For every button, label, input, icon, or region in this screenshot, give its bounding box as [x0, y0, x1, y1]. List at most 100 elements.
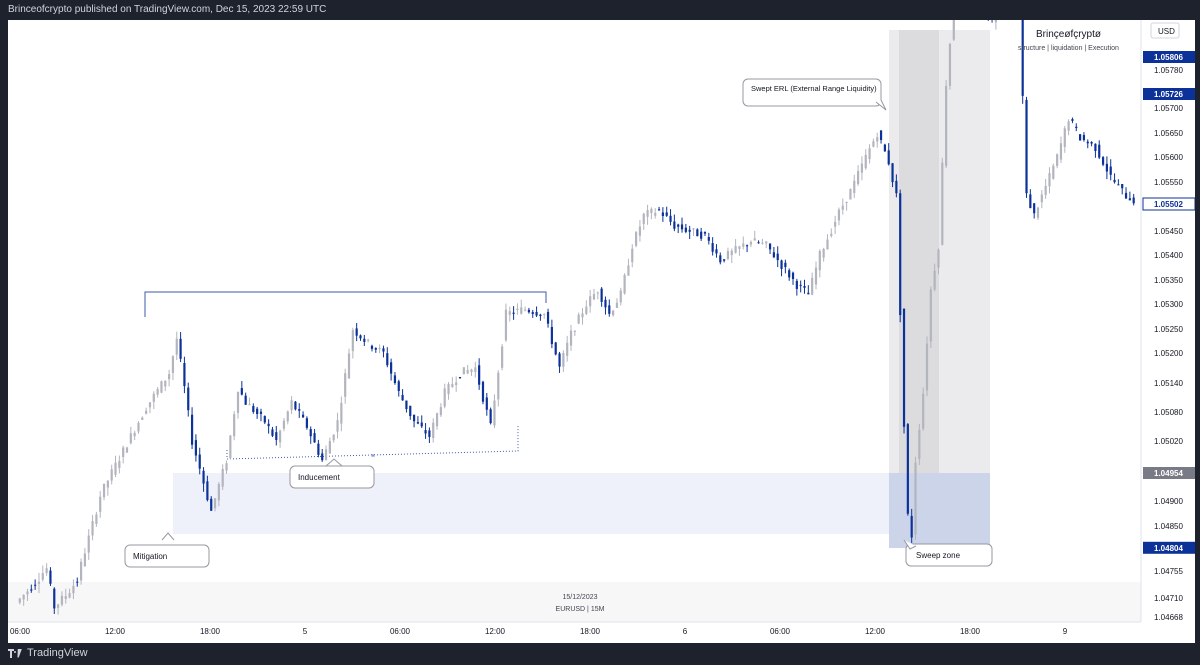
candle-body	[30, 589, 33, 591]
candle-body	[661, 212, 664, 217]
candle-body	[501, 346, 504, 368]
candle-body	[566, 342, 569, 356]
price-chart[interactable]: × Mitigation Inducement Swept ERL (Exter…	[8, 20, 1195, 643]
candle-body	[148, 402, 152, 408]
candle-body	[684, 227, 687, 232]
candle-body	[707, 237, 710, 241]
candle-body	[401, 394, 404, 401]
sweep-zone-callout[interactable]: Sweep zone	[903, 539, 993, 567]
candle-body	[1124, 192, 1128, 199]
time-tick-label: 12:00	[865, 627, 886, 636]
candle-body	[627, 265, 630, 276]
candle-body	[784, 262, 787, 268]
candle-body	[213, 498, 217, 509]
candle-body	[114, 462, 117, 475]
price-tag	[1143, 467, 1195, 479]
candle-body	[72, 585, 75, 594]
candle-body	[508, 311, 511, 315]
chart-area[interactable]: × Mitigation Inducement Swept ERL (Exter…	[8, 20, 1195, 643]
candle-body	[367, 339, 370, 341]
candle-body	[753, 238, 756, 241]
inducement-box	[289, 465, 375, 489]
candle-body	[745, 245, 749, 247]
candle-body	[853, 180, 856, 193]
price-axis[interactable]	[1141, 20, 1195, 622]
candle-body	[1128, 198, 1131, 201]
tradingview-logo[interactable]: TradingView	[8, 647, 88, 659]
swept-box	[742, 78, 882, 107]
price-tag-label: 1.05502	[1154, 200, 1183, 209]
candle-body	[282, 420, 286, 429]
time-tick-label: 5	[303, 627, 308, 636]
candle-body	[294, 401, 297, 410]
currency-button[interactable]	[1150, 22, 1180, 39]
candle-body	[405, 400, 408, 410]
candle-body	[286, 411, 289, 422]
candle-body	[439, 407, 442, 416]
candle-body	[470, 369, 473, 372]
candle-body	[569, 330, 573, 346]
candle-body	[171, 356, 175, 373]
swept-erl-callout[interactable]: Swept ERL (External Range Liquidity)	[742, 78, 887, 111]
price-tag-label: 1.04804	[1154, 544, 1183, 553]
candle-body	[267, 423, 270, 427]
candle-body	[455, 382, 458, 386]
price-tick-label: 1.05140	[1154, 379, 1183, 388]
price-tick-label: 1.05400	[1154, 251, 1183, 260]
candle-body	[110, 469, 113, 481]
mitigation-pointer	[161, 532, 175, 541]
candle-body	[883, 144, 886, 152]
candle-body	[669, 215, 672, 222]
candle-body	[1098, 144, 1101, 158]
candle-body	[650, 208, 653, 214]
date-label: 15/12/2023	[562, 594, 597, 601]
candle-body	[945, 85, 948, 166]
mitigation-callout[interactable]: Mitigation	[124, 532, 210, 568]
candle-body	[688, 229, 691, 232]
inducement-pointer	[325, 458, 343, 467]
candle-body	[386, 353, 389, 366]
price-tick-label: 1.05080	[1154, 408, 1183, 417]
candle-body	[493, 400, 496, 426]
candle-body	[210, 498, 213, 511]
candle-body	[489, 409, 492, 424]
candle-body	[474, 367, 477, 373]
candle-body	[447, 383, 450, 395]
candle-body	[726, 251, 730, 259]
candle-body	[1025, 99, 1028, 194]
candle-body	[298, 409, 301, 411]
candle-body	[562, 352, 565, 367]
candle-body	[279, 430, 282, 443]
candle-body	[317, 443, 320, 455]
candle-body	[1044, 185, 1047, 195]
sweep-zone	[889, 473, 990, 548]
price-tick-label: 1.05350	[1154, 276, 1183, 285]
candle-body	[527, 309, 531, 313]
candle-body	[41, 573, 44, 580]
candle-body	[1086, 141, 1089, 144]
candle-body	[910, 515, 913, 538]
candle-body	[416, 422, 420, 424]
candle-body	[692, 228, 695, 230]
candle-body	[347, 353, 351, 379]
candle-body	[466, 369, 469, 374]
candle-body	[1094, 143, 1097, 152]
candle-body	[715, 249, 718, 254]
candle-body	[420, 422, 423, 427]
candle-body	[512, 312, 515, 314]
candle-body	[424, 430, 427, 434]
candle-body	[102, 483, 106, 498]
candle-body	[604, 299, 607, 308]
candle-body	[53, 588, 56, 609]
candle-body	[370, 345, 374, 349]
time-axis[interactable]	[8, 622, 1141, 643]
inducement-callout[interactable]: Inducement	[289, 458, 375, 489]
candle-body	[925, 343, 929, 391]
candle-body	[523, 309, 527, 311]
candle-body	[1071, 119, 1074, 121]
candle-body	[87, 535, 90, 553]
candle-body	[309, 429, 312, 437]
price-tags: 1.05806 1.05726 1.05502 1.04954 1.04804	[1142, 51, 1195, 554]
candle-body	[822, 249, 825, 258]
candle-body	[301, 414, 305, 418]
